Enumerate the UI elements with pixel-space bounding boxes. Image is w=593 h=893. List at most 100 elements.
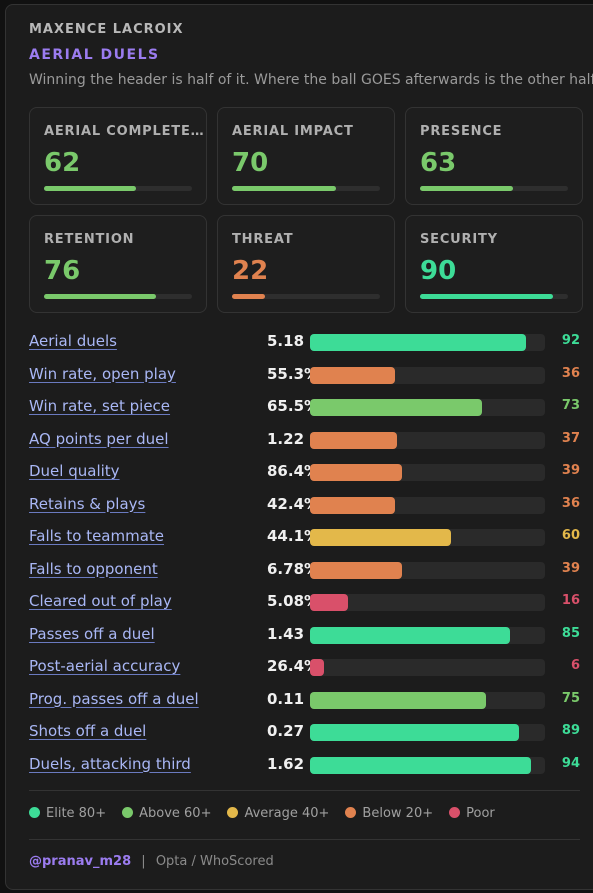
stat-track <box>310 366 545 384</box>
stat-percentile: 39 <box>561 560 580 576</box>
legend-label: Above 60+ <box>139 806 212 821</box>
stat-label[interactable]: Post-aerial accuracy <box>29 657 181 675</box>
stat-value: 1.22 <box>267 429 305 448</box>
divider <box>29 839 580 840</box>
stat-label[interactable]: Duel quality <box>29 462 120 480</box>
legend-item: Below 20+ <box>345 806 433 821</box>
legend-item: Poor <box>449 806 495 821</box>
handle[interactable]: @pranav_m28 <box>29 854 132 869</box>
stat-bar <box>310 659 325 676</box>
card-label: RETENTION <box>44 232 135 247</box>
stat-track <box>310 496 545 514</box>
card-track <box>232 294 380 299</box>
divider <box>29 790 580 791</box>
stat-percentile: 36 <box>561 495 580 511</box>
stat-value: 65.5% <box>267 397 320 415</box>
stat-label[interactable]: Win rate, set piece <box>29 397 171 415</box>
legend-label: Elite 80+ <box>46 806 107 821</box>
legend-swatch <box>449 807 461 818</box>
stat-value: 6.78% <box>267 559 320 578</box>
card-value: 76 <box>44 256 81 286</box>
legend-item: Elite 80+ <box>29 806 106 821</box>
stat-bar <box>310 756 531 774</box>
card-track <box>420 294 568 299</box>
legend-label: Poor <box>466 806 495 821</box>
metric-card: RETENTION 76 <box>29 215 207 313</box>
stat-percentile: 89 <box>561 723 580 738</box>
legend-swatch <box>29 807 40 818</box>
stat-label[interactable]: AQ points per duel <box>29 429 169 448</box>
metric-card: PRESENCE 63 <box>405 107 583 205</box>
stat-value: 26.4% <box>267 657 320 675</box>
legend-item: Above 60+ <box>122 806 211 821</box>
stat-track <box>310 691 545 709</box>
stat-percentile: 39 <box>561 463 580 478</box>
stat-label[interactable]: Retains & plays <box>29 494 146 513</box>
player-name: MAXENCE LACROIX <box>29 22 184 37</box>
metric-card: THREAT 22 <box>217 215 395 313</box>
stat-bar <box>310 334 527 351</box>
card-bar <box>420 186 514 191</box>
stat-percentile: 60 <box>561 528 580 543</box>
stat-track <box>310 594 545 611</box>
stat-label[interactable]: Falls to opponent <box>29 559 158 578</box>
stat-label[interactable]: Falls to teammate <box>29 527 165 545</box>
stat-percentile: 16 <box>561 593 580 608</box>
separator: | <box>141 854 146 869</box>
card-track <box>44 186 192 191</box>
card-track <box>44 294 192 299</box>
stat-label[interactable]: Duels, attacking third <box>29 754 191 773</box>
card-bar <box>420 294 554 299</box>
stat-track <box>310 724 545 741</box>
stat-value: 55.3% <box>267 364 320 383</box>
stat-track <box>310 431 545 449</box>
legend-label: Below 20+ <box>362 806 434 821</box>
stat-label[interactable]: Shots off a duel <box>29 722 147 740</box>
card-value: 63 <box>420 148 457 178</box>
stat-track <box>310 464 545 481</box>
card-track <box>232 186 380 191</box>
stat-bar <box>310 594 348 611</box>
metric-card: AERIAL COMPLETE… 62 <box>29 107 207 205</box>
card-bar <box>232 294 265 299</box>
stat-percentile: 75 <box>561 690 580 706</box>
legend-swatch <box>345 807 357 818</box>
stat-bar <box>310 724 520 741</box>
stat-percentile: 6 <box>570 658 580 673</box>
stat-track <box>310 756 545 774</box>
stat-label[interactable]: Aerial duels <box>29 332 117 350</box>
stat-value: 0.27 <box>267 722 305 740</box>
stat-bar <box>310 464 402 481</box>
metric-card: AERIAL IMPACT 70 <box>217 107 395 205</box>
stat-bar <box>310 691 487 709</box>
stat-bar <box>310 431 397 449</box>
stat-value: 5.18 <box>267 332 305 350</box>
stat-label[interactable]: Cleared out of play <box>29 592 172 610</box>
stat-track <box>310 529 545 546</box>
stat-label[interactable]: Prog. passes off a duel <box>29 689 199 708</box>
legend-item: Average 40+ <box>227 806 329 821</box>
stat-track <box>310 561 545 579</box>
footer: @pranav_m28 | Opta / WhoScored <box>29 854 274 869</box>
stat-bar <box>310 529 451 546</box>
stat-track <box>310 399 545 416</box>
stat-percentile: 37 <box>561 430 580 446</box>
stat-value: 44.1% <box>267 527 320 545</box>
stat-label[interactable]: Win rate, open play <box>29 364 176 383</box>
stat-label[interactable]: Passes off a duel <box>29 624 155 643</box>
stat-percentile: 73 <box>561 398 580 413</box>
source: Opta / WhoScored <box>155 854 274 869</box>
stat-track <box>310 626 545 644</box>
card-value: 62 <box>44 148 81 178</box>
card-bar <box>44 186 136 191</box>
stat-percentile: 36 <box>561 365 580 381</box>
stat-value: 86.4% <box>267 462 320 480</box>
section-title: AERIAL DUELS <box>29 47 160 63</box>
card-label: AERIAL COMPLETE… <box>44 124 205 139</box>
stat-value: 1.43 <box>267 624 305 643</box>
legend-swatch <box>122 807 134 818</box>
stat-value: 1.62 <box>267 754 305 773</box>
card-value: 22 <box>232 256 269 286</box>
stat-bar <box>310 561 402 579</box>
